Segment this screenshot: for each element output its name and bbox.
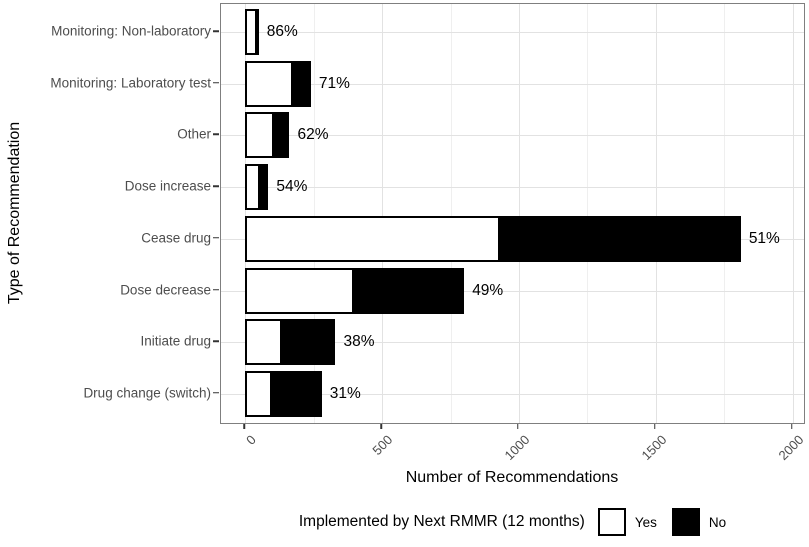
bar-percent-label: 71% [318, 74, 350, 92]
plot-panel: 86% 71% 62% 54% 51% 49% 38% 31% [220, 3, 805, 424]
bar-percent-label: 31% [329, 384, 361, 402]
bar-percent-label: 62% [297, 126, 329, 144]
y-axis-title: Type of Recommendation [6, 121, 23, 305]
bar [245, 164, 269, 211]
x-axis-tick-label: 2000 [775, 432, 807, 464]
gridline-major [518, 4, 520, 423]
bar [245, 215, 741, 262]
x-axis-tick-label: 0 [242, 432, 259, 448]
gridline-major [245, 4, 247, 423]
y-axis-category-label: Other [177, 126, 211, 142]
x-axis-tick [243, 424, 245, 429]
bar [245, 370, 322, 417]
bar-percent-label: 49% [472, 281, 504, 299]
gridline-major [221, 342, 804, 344]
gridline-minor [450, 4, 452, 423]
bar-segment-no [498, 217, 739, 260]
y-axis-category-label: Monitoring: Laboratory test [50, 75, 211, 91]
gridline-major [221, 290, 804, 292]
y-axis-category-label: Dose decrease [120, 282, 211, 297]
bar-segment-yes [247, 217, 499, 260]
bar-segment-yes [247, 166, 258, 209]
bar-segment-yes [247, 114, 272, 157]
x-axis-tick [517, 424, 519, 429]
y-axis-tick [213, 185, 219, 187]
bar-segment-no [352, 269, 463, 312]
y-axis-tick [213, 392, 219, 394]
bar [245, 319, 336, 366]
legend-key-yes-swatch [597, 508, 626, 536]
legend-title: Implemented by Next RMMR (12 months) [298, 513, 585, 530]
bar-segment-no [269, 372, 320, 415]
legend-key-no-swatch [671, 508, 700, 536]
gridline-minor [313, 4, 315, 423]
gridline-major [792, 4, 794, 423]
bar-segment-no [290, 62, 309, 105]
gridline-minor [724, 4, 726, 423]
x-axis-title: Number of Recommendations [405, 469, 619, 486]
y-axis-tick [213, 237, 219, 239]
legend: Implemented by Next RMMR (12 months) Yes… [220, 503, 805, 541]
y-axis-tick [213, 30, 219, 32]
gridline-major [221, 135, 804, 137]
gridline-major [221, 187, 804, 189]
bar-segment-yes [247, 62, 291, 105]
y-axis-category-label: Cease drug [141, 230, 211, 246]
bar-segment-yes [247, 269, 353, 312]
y-axis-category-label: Dose increase [124, 178, 211, 194]
x-axis-tick [791, 424, 793, 429]
y-axis-category-label: Drug change (switch) [83, 385, 211, 401]
x-axis-tick-label: 1000 [501, 432, 533, 464]
bar-segment-yes [247, 321, 280, 364]
bar-percent-label: 86% [266, 23, 298, 40]
bar-percent-label: 51% [748, 229, 780, 247]
bar-percent-label: 38% [343, 333, 375, 351]
bar-percent-label: 54% [276, 178, 308, 196]
bar-segment-yes [247, 372, 270, 415]
bar-segment-no [279, 321, 334, 364]
x-axis-tick [654, 424, 656, 429]
x-axis-tick [380, 424, 382, 429]
gridline-major [221, 393, 804, 395]
gridline-minor [587, 4, 589, 423]
bar [245, 9, 259, 55]
y-axis-tick [213, 133, 219, 136]
legend-label-yes: Yes [634, 514, 657, 530]
gridline-major [382, 4, 384, 423]
bar-segment-no [272, 114, 288, 157]
bar-segment-yes [247, 11, 256, 53]
x-axis-tick-label: 1500 [638, 432, 670, 464]
y-axis-category-label: Initiate drug [140, 333, 211, 349]
y-axis-tick [213, 340, 219, 342]
x-axis-tick-label: 500 [369, 432, 396, 458]
y-axis-tick [213, 81, 219, 84]
bar [245, 112, 290, 159]
bar-segment-no [255, 11, 257, 53]
bar [245, 60, 311, 107]
bar [245, 267, 465, 314]
y-axis-category-label: Monitoring: Non-laboratory [51, 23, 211, 39]
gridline-major [221, 32, 804, 33]
gridline-major [221, 83, 804, 85]
legend-label-no: No [708, 514, 727, 530]
gridline-major [655, 4, 657, 423]
bar-segment-no [257, 166, 267, 209]
y-axis-tick [213, 288, 219, 291]
